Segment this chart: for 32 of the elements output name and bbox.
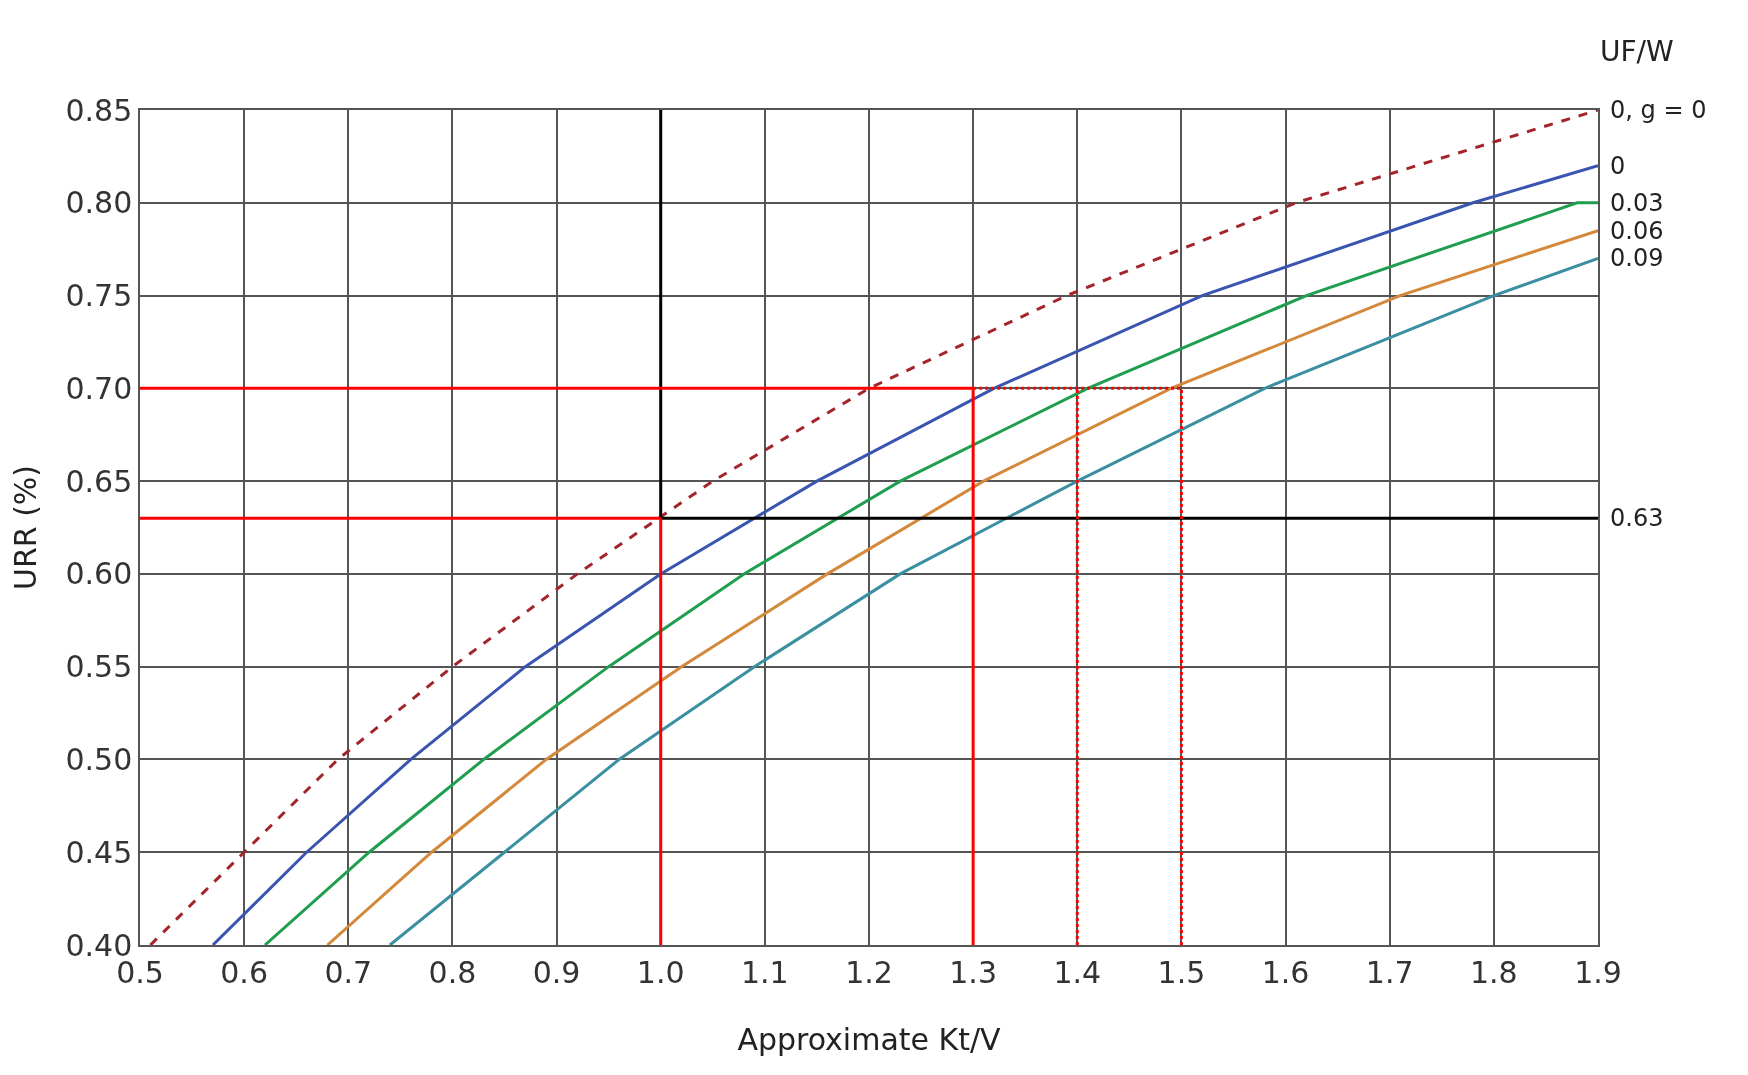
x-tick-label: 1.4 xyxy=(1053,954,1102,990)
x-tick-label: 0.9 xyxy=(532,954,581,990)
y-tick-label: 0.55 xyxy=(65,649,133,685)
series-label: 0.06 xyxy=(1610,217,1664,245)
y-tick-label: 0.80 xyxy=(65,185,133,221)
x-tick-label: 1.5 xyxy=(1157,954,1206,990)
x-tick-label: 0.8 xyxy=(428,954,477,990)
x-tick-label: 1.2 xyxy=(845,954,893,990)
x-tick-label: 1.3 xyxy=(949,954,997,990)
x-tick-label: 0.6 xyxy=(220,954,268,990)
y-axis-title: URR (%) xyxy=(7,464,43,591)
x-axis-title: Approximate Kt/V xyxy=(737,1021,1002,1057)
series-label: 0.09 xyxy=(1610,244,1664,272)
x-tick-label: 1.6 xyxy=(1261,954,1310,990)
series-label: 0 xyxy=(1610,152,1626,180)
x-tick-label: 1.8 xyxy=(1470,954,1518,990)
x-tick-label: 1.0 xyxy=(636,954,685,990)
series-label: 0, g = 0 xyxy=(1610,96,1707,124)
y-tick-label: 0.85 xyxy=(65,92,133,128)
series-label: 0.03 xyxy=(1610,189,1664,217)
x-tick-label: 1.1 xyxy=(741,954,789,990)
legend-title: UF/W xyxy=(1600,35,1674,68)
y-tick-label: 0.75 xyxy=(65,278,133,314)
y-tick-label: 0.50 xyxy=(65,741,133,777)
y-tick-label: 0.45 xyxy=(65,834,133,870)
x-tick-label: 0.7 xyxy=(324,954,373,990)
y-tick-label: 0.70 xyxy=(65,370,133,406)
x-tick-label: 1.9 xyxy=(1574,954,1622,990)
x-tick-label: 1.7 xyxy=(1365,954,1414,990)
annotation: 0.63 xyxy=(1610,504,1664,532)
y-tick-label: 0.60 xyxy=(65,556,133,592)
y-tick-label: 0.65 xyxy=(65,463,133,499)
